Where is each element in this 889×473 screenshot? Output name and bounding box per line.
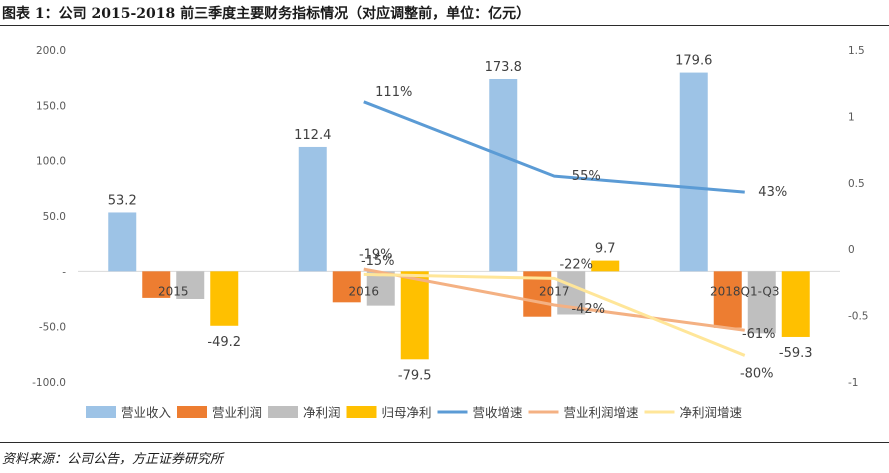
bar-营业收入-2016 [298,146,327,272]
bar-data-label: 53.2 [108,193,137,208]
legend-label: 营收增速 [473,405,524,420]
bar-净利润-2016 [366,271,395,306]
legend-swatch-归母净利 [346,406,377,418]
bar-归母净利-2018Q1-Q3 [781,271,810,337]
left-tick-label: 100.0 [36,156,66,168]
bar-营业利润-2015 [142,271,171,298]
chart-title: 图表 1：公司 2015-2018 前三季度主要财务指标情况（对应调整前，单位：… [2,6,531,22]
right-tick-label: 1 [848,111,855,123]
legend: 营业收入 营业利润 净利润 归母净利 营收增速 营业利润增速 净利润增速 [86,405,743,420]
legend-label: 净利润增速 [680,405,743,420]
line-data-label: 55% [572,169,601,184]
title-divider [0,25,889,26]
lines-layer [363,100,746,357]
left-tick-label: - [62,266,66,278]
line-data-label: -22% [559,257,593,272]
category-label: 2015 [158,284,189,298]
bar-归母净利-2015 [210,271,239,326]
bar-净利润-2015 [176,271,205,299]
line-data-label: 111% [375,85,412,100]
line-data-label: -42% [571,302,605,317]
bar-营业收入-2018Q1-Q3 [679,72,708,272]
bar-data-label: -49.2 [207,335,241,350]
bar-净利润-2018Q1-Q3 [747,271,776,334]
bar-营业利润-2016 [332,271,361,303]
line-data-label: 43% [758,185,787,200]
legend-label: 营业利润 [212,405,262,420]
category-label: 2017 [539,284,570,298]
bars-layer [108,72,810,360]
bar-data-label: 112.4 [294,128,331,143]
line-data-label: -61% [742,327,776,342]
source-note: 资料来源：公司公告，方正证券研究所 [2,452,224,467]
left-tick-label: -100.0 [32,377,66,389]
legend-label: 营业收入 [121,405,172,420]
right-tick-label: 0.5 [848,178,865,190]
bar-归母净利-2016 [400,271,429,360]
line-data-label: -80% [740,366,774,381]
right-tick-label: -1 [848,377,858,389]
legend-label: 归母净利 [382,405,432,420]
bar-data-label: -79.5 [398,368,432,383]
left-tick-label: 150.0 [36,100,66,112]
bar-data-label: -59.3 [779,346,813,361]
bar-营业利润-2018Q1-Q3 [713,271,742,328]
bar-data-label: 173.8 [485,60,522,75]
line-data-label: -15% [361,254,395,269]
left-tick-label: 200.0 [36,45,66,57]
left-tick-label: 50.0 [43,211,66,223]
line-净利润增速 [363,272,746,357]
line-营业利润增速 [363,267,745,332]
source-divider [0,442,889,443]
right-tick-label: 1.5 [848,45,865,57]
legend-swatch-营业收入 [86,406,116,418]
line-data-label: -19% [359,247,393,262]
legend-label: 营业利润增速 [564,405,640,420]
bar-归母净利-2017 [591,260,620,272]
right-tick-label: 0 [848,244,855,256]
category-label: 2016 [348,284,379,298]
bar-营业收入-2015 [108,212,137,272]
legend-swatch-营业利润 [177,406,207,418]
axes-layer: 200.0 150.0 100.0 50.0 - -50.0 -100.0 1.5 1 0.5 0 -… [32,45,868,389]
category-label: 2018Q1-Q3 [710,284,779,298]
bar-data-label: 179.6 [675,54,712,69]
line-营收增速 [363,100,745,194]
bar-营业收入-2017 [489,78,518,272]
labels-layer: 2015 2016 2017 2018Q1-Q3 53.2 112.4 173.8 179.6… [108,54,813,384]
right-tick-label: -0.5 [848,311,869,323]
legend-label: 净利润 [303,405,341,420]
left-tick-label: -50.0 [39,322,66,334]
legend-swatch-净利润 [268,406,298,418]
bar-data-label: 9.7 [595,242,616,257]
